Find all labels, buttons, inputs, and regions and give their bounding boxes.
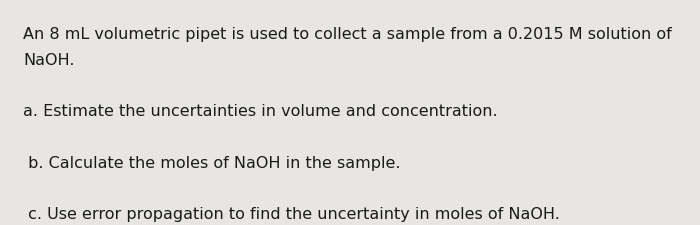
Text: b. Calculate the moles of NaOH in the sample.: b. Calculate the moles of NaOH in the sa… [23,155,400,170]
Text: a. Estimate the uncertainties in volume and concentration.: a. Estimate the uncertainties in volume … [23,104,498,119]
Text: c. Use error propagation to find the uncertainty in moles of NaOH.: c. Use error propagation to find the unc… [23,206,560,221]
Text: NaOH.: NaOH. [23,52,74,67]
Text: An 8 mL volumetric pipet is used to collect a sample from a 0.2015 M solution of: An 8 mL volumetric pipet is used to coll… [23,27,671,42]
